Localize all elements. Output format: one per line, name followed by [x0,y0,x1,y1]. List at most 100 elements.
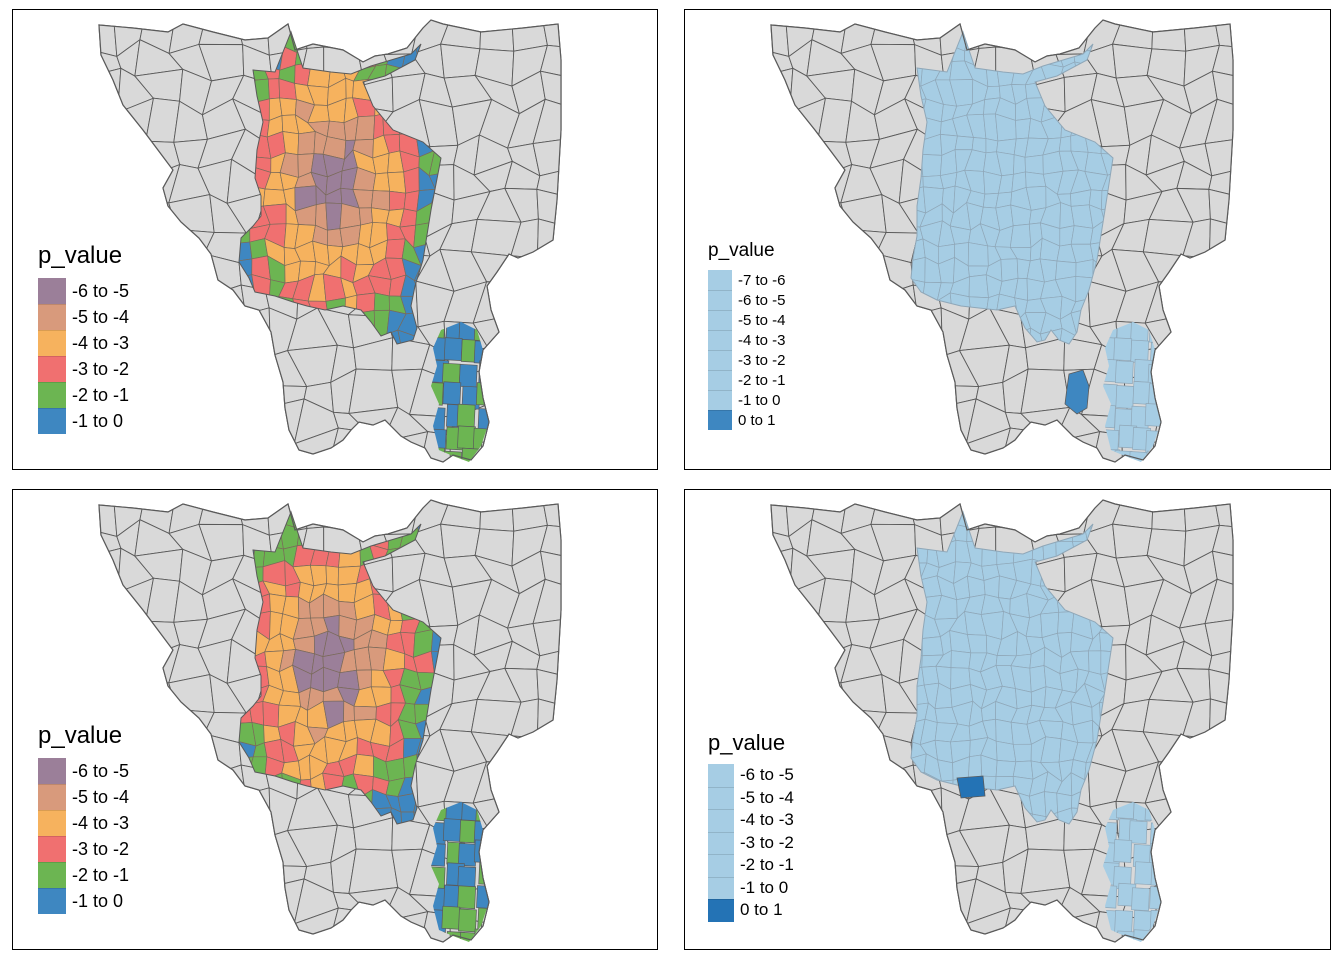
legend-label: -2 to -1 [72,384,130,405]
legend-item: -3 to -2 [38,356,129,382]
district [898,889,947,924]
district [1113,337,1133,362]
district [774,619,820,658]
legend-item: -2 to -1 [708,854,794,877]
district [771,137,795,169]
district [354,115,376,141]
district [771,197,797,229]
legend-item: -3 to -2 [708,350,786,370]
region-outline [238,510,442,825]
district [921,636,944,657]
district [1207,377,1233,409]
district [849,761,888,805]
district [325,565,339,586]
district [536,218,561,259]
district [1152,347,1186,376]
district [456,403,476,428]
district [541,757,561,799]
district [1053,911,1101,942]
map-panel-top-right [684,9,1331,470]
district [99,617,123,649]
district [354,512,373,531]
district [774,446,825,462]
district [1024,154,1044,175]
district [911,811,929,824]
district [507,817,537,866]
choropleth-map [770,499,1234,943]
district [771,437,787,462]
district [823,397,854,449]
legend-item: -4 to -3 [708,330,786,350]
district [102,139,148,178]
legend-label: -1 to 0 [740,877,789,897]
legend-swatch [38,836,66,862]
legend-swatch [38,888,66,914]
district [135,734,179,778]
district [916,307,944,357]
district [532,817,561,866]
district [239,329,255,344]
district [539,44,561,79]
province-border [770,499,1234,943]
legend-swatch [708,899,734,922]
legend-label: -5 to -4 [72,306,130,327]
district [967,634,988,654]
district [868,337,918,387]
district [139,852,186,896]
legend-item: -6 to -5 [708,290,786,310]
district [480,347,514,376]
legend: p_value -6 to -5 -5 to -4 -4 to -3 -3 to -2 -… [708,730,794,922]
legend-swatch [708,809,734,832]
district [1114,360,1134,385]
district [102,644,152,683]
district [1152,827,1186,856]
legend-item: -6 to -5 [38,278,129,304]
district [868,764,918,805]
district [774,139,820,178]
district [388,190,407,211]
legend-label: -1 to 0 [72,410,124,431]
district [1030,911,1062,942]
district [536,647,561,679]
district [231,342,272,387]
district [995,760,1017,777]
district [1179,817,1209,866]
district [811,852,858,896]
district [1152,369,1194,408]
province-border [98,19,562,463]
district [954,135,974,151]
district [541,20,561,49]
district [196,764,246,805]
district [1009,223,1032,248]
district [771,107,794,141]
legend-label: -5 to -4 [738,311,786,329]
district [541,277,561,319]
district [539,550,561,589]
district [266,922,298,942]
legend-swatch [38,784,66,810]
district [1000,258,1019,282]
district [848,397,884,442]
district [477,408,489,432]
district [297,131,316,156]
district [792,198,824,223]
district [792,678,824,703]
district [1215,406,1233,439]
district [480,369,522,408]
district [381,911,429,942]
district [1173,406,1222,441]
district [1020,368,1071,415]
district [341,32,358,50]
legend-label: -3 to -2 [72,838,130,859]
district [771,587,794,621]
district [502,916,550,942]
district [442,381,462,406]
district [348,368,399,415]
district [532,137,561,177]
district [480,919,513,942]
district [99,677,125,709]
district [167,816,210,861]
legend-label: 0 to 1 [740,900,783,920]
legend-swatch [38,862,66,888]
legend-label: -7 to -6 [738,271,786,289]
